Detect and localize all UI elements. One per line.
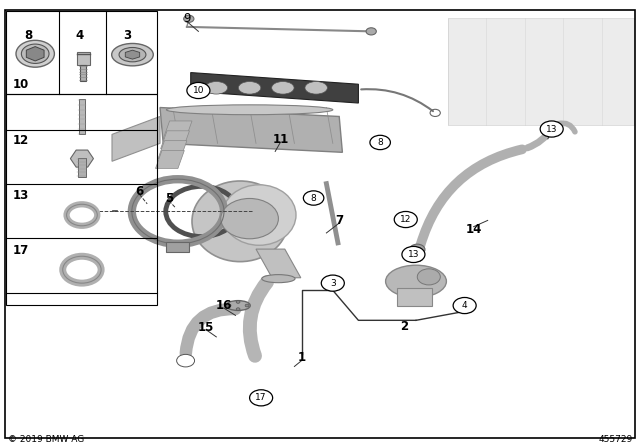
Text: 6: 6 <box>136 185 143 198</box>
Polygon shape <box>160 108 342 152</box>
Text: 13: 13 <box>546 125 557 134</box>
Text: 8: 8 <box>378 138 383 147</box>
Polygon shape <box>26 47 44 61</box>
Text: © 2019 BMW AG: © 2019 BMW AG <box>8 435 84 444</box>
Bar <box>79 99 85 134</box>
FancyArrowPatch shape <box>420 149 522 245</box>
Circle shape <box>370 135 390 150</box>
Ellipse shape <box>272 82 294 94</box>
Polygon shape <box>125 50 140 59</box>
Text: 17: 17 <box>255 393 267 402</box>
Bar <box>77 52 90 65</box>
Text: 16: 16 <box>216 299 232 312</box>
Circle shape <box>417 269 440 285</box>
FancyArrowPatch shape <box>527 128 552 148</box>
Ellipse shape <box>226 301 250 310</box>
Circle shape <box>184 15 194 22</box>
Ellipse shape <box>192 181 288 262</box>
Text: 1: 1 <box>298 351 306 364</box>
Polygon shape <box>191 73 358 103</box>
Circle shape <box>245 304 249 307</box>
Circle shape <box>366 28 376 35</box>
Circle shape <box>321 275 344 291</box>
FancyArrowPatch shape <box>186 309 236 353</box>
Ellipse shape <box>223 185 296 246</box>
Circle shape <box>21 44 49 64</box>
Text: 4: 4 <box>76 29 84 42</box>
Text: 3: 3 <box>330 279 335 288</box>
Text: 15: 15 <box>198 320 214 334</box>
Text: 3: 3 <box>124 29 132 42</box>
Text: 8: 8 <box>311 194 316 202</box>
Bar <box>397 288 432 306</box>
Circle shape <box>402 246 425 263</box>
Polygon shape <box>158 141 187 159</box>
Text: 11: 11 <box>272 133 289 146</box>
Ellipse shape <box>239 82 261 94</box>
Text: 12: 12 <box>400 215 412 224</box>
Circle shape <box>187 82 210 99</box>
Bar <box>6 94 157 305</box>
Circle shape <box>227 304 231 307</box>
Circle shape <box>394 211 417 228</box>
Text: 4: 4 <box>462 301 467 310</box>
Text: 2: 2 <box>401 319 408 333</box>
Polygon shape <box>112 116 160 161</box>
Text: 10: 10 <box>13 78 29 91</box>
Polygon shape <box>70 150 93 167</box>
Circle shape <box>250 390 273 406</box>
Circle shape <box>177 354 195 367</box>
Ellipse shape <box>111 43 154 66</box>
Text: 13: 13 <box>13 189 29 202</box>
Ellipse shape <box>205 82 228 94</box>
Text: 14: 14 <box>465 223 482 236</box>
Text: 10: 10 <box>193 86 204 95</box>
Circle shape <box>303 191 324 205</box>
Circle shape <box>412 254 423 262</box>
FancyArrowPatch shape <box>558 123 575 132</box>
Ellipse shape <box>385 265 447 297</box>
Text: 12: 12 <box>13 134 29 147</box>
Circle shape <box>453 297 476 314</box>
Text: 9: 9 <box>183 12 191 26</box>
Ellipse shape <box>262 275 295 283</box>
Circle shape <box>236 301 240 303</box>
Text: 7: 7 <box>335 214 343 227</box>
Ellipse shape <box>119 47 146 62</box>
Polygon shape <box>163 121 192 139</box>
Circle shape <box>221 198 278 239</box>
Bar <box>80 65 86 81</box>
Text: 13: 13 <box>408 250 419 259</box>
Bar <box>448 18 634 125</box>
Bar <box>78 158 86 177</box>
Circle shape <box>236 308 240 310</box>
FancyArrowPatch shape <box>250 282 267 356</box>
Bar <box>166 242 189 252</box>
Text: 17: 17 <box>13 244 29 257</box>
Text: 5: 5 <box>165 191 173 205</box>
Circle shape <box>410 244 425 255</box>
Text: 455729: 455729 <box>598 435 632 444</box>
Polygon shape <box>161 131 189 149</box>
Ellipse shape <box>166 105 333 115</box>
Polygon shape <box>156 151 184 168</box>
Polygon shape <box>256 249 301 278</box>
Circle shape <box>16 40 54 67</box>
Bar <box>6 11 157 94</box>
Ellipse shape <box>305 82 327 94</box>
Circle shape <box>540 121 563 137</box>
Text: 8: 8 <box>24 29 33 42</box>
